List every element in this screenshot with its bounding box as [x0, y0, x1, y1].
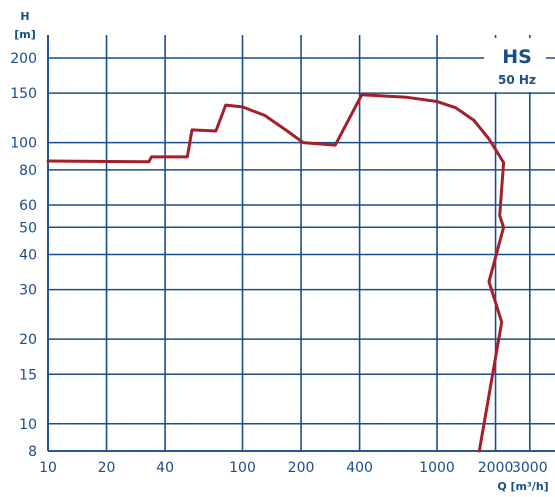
chart-title: HS — [502, 46, 532, 68]
series-layer — [46, 93, 506, 453]
x-tick-label-20: 20 — [98, 460, 116, 476]
y-axis-ticks: 8 10 15 20 30 40 50 60 80 100 150 200 — [10, 51, 37, 460]
title-box — [484, 38, 546, 92]
y-tick-label-80: 80 — [19, 163, 37, 179]
grid — [47, 35, 555, 452]
y-axis-label-unit: [m] — [14, 28, 36, 41]
plot-area — [47, 35, 555, 452]
x-tick-label-2000: 2000 — [478, 460, 514, 476]
x-tick-label-10: 10 — [39, 460, 57, 476]
y-tick-label-200: 200 — [10, 51, 37, 67]
y-tick-label-60: 60 — [19, 198, 37, 214]
performance-curve-0 — [46, 93, 506, 453]
y-tick-label-20: 20 — [19, 332, 37, 348]
x-axis-label: Q [m³/h] — [497, 480, 548, 493]
x-tick-label-100: 100 — [229, 460, 256, 476]
chart-subtitle: 50 Hz — [498, 73, 536, 87]
x-tick-label-1000: 1000 — [419, 460, 455, 476]
y-tick-label-40: 40 — [19, 248, 37, 264]
y-tick-label-50: 50 — [19, 220, 37, 236]
y-tick-label-30: 30 — [19, 283, 37, 299]
y-tick-label-100: 100 — [10, 136, 37, 152]
y-axis-label-top: H — [20, 10, 29, 23]
y-tick-label-8: 8 — [28, 444, 37, 460]
x-tick-label-40: 40 — [156, 460, 174, 476]
y-tick-label-15: 15 — [19, 367, 37, 383]
y-tick-label-150: 150 — [10, 86, 37, 102]
x-tick-label-200: 200 — [288, 460, 315, 476]
x-tick-label-400: 400 — [346, 460, 373, 476]
x-tick-label-3000: 3000 — [512, 460, 548, 476]
y-tick-label-10: 10 — [19, 417, 37, 433]
